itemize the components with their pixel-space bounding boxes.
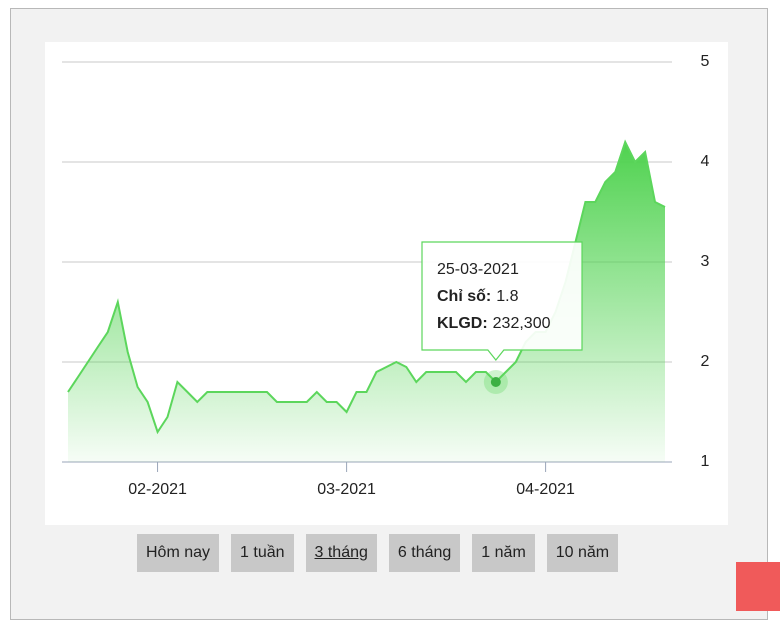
tooltip-value-row: Chỉ số: 1.8 xyxy=(437,288,519,305)
y-tick-label: 4 xyxy=(701,153,710,170)
range-button[interactable]: Hôm nay xyxy=(137,534,220,572)
range-button[interactable]: 3 tháng xyxy=(305,534,377,572)
x-tick-label: 02-2021 xyxy=(128,481,187,498)
tooltip-volume: 232,300 xyxy=(493,315,551,332)
range-button[interactable]: 1 năm xyxy=(472,534,535,572)
tooltip-volume-row: KLGD: 232,300 xyxy=(437,315,551,332)
range-button[interactable]: 6 tháng xyxy=(388,534,461,572)
range-button[interactable]: 1 tuần xyxy=(231,534,294,572)
tooltip-box xyxy=(421,241,583,361)
range-button[interactable]: 10 năm xyxy=(546,534,619,572)
range-buttons: Hôm nay 1 tuần 3 tháng 6 tháng 1 năm 10 năm xyxy=(137,534,619,572)
tooltip-volume-label: KLGD: xyxy=(437,315,488,332)
corner-badge xyxy=(736,562,780,611)
hover-point xyxy=(490,377,501,387)
y-tick-label: 5 xyxy=(701,53,710,70)
y-tick-label: 3 xyxy=(701,253,710,270)
y-tick-label: 2 xyxy=(701,353,710,370)
tooltip-value-label: Chỉ số: xyxy=(437,288,491,305)
area-fill xyxy=(68,142,665,462)
tooltip-value: 1.8 xyxy=(496,288,518,305)
tooltip-date: 25-03-2021 xyxy=(437,261,519,278)
x-tick-label: 04-2021 xyxy=(516,481,575,498)
x-tick-label: 03-2021 xyxy=(317,481,376,498)
y-tick-label: 1 xyxy=(701,453,710,470)
